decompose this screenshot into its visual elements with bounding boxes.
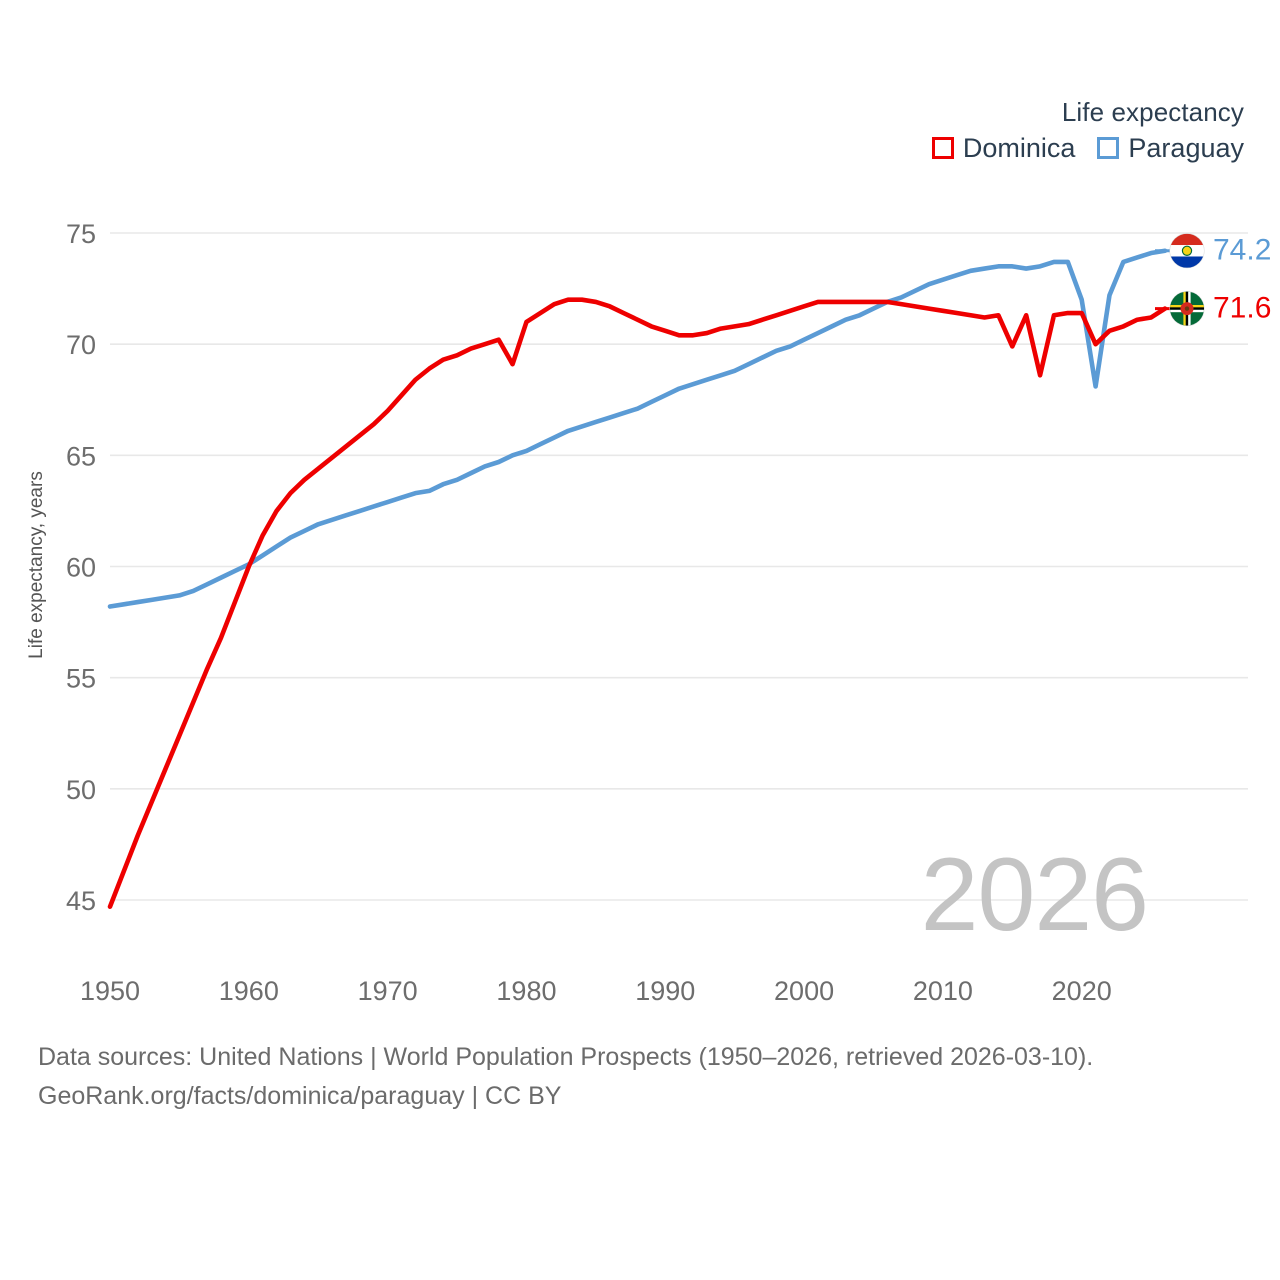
x-tick-1950: 1950 (80, 976, 140, 1006)
x-axis-tick-labels: 1950 1960 1970 1980 1990 2000 2010 2020 (80, 976, 1112, 1006)
y-tick-55: 55 (66, 664, 96, 694)
legend-swatch-dominica (931, 137, 954, 159)
x-tick-2010: 2010 (913, 976, 973, 1006)
x-tick-2020: 2020 (1052, 976, 1112, 1006)
end-value-dominica: 71.6 (1213, 292, 1271, 325)
y-tick-70: 70 (66, 330, 96, 360)
gridlines (110, 232, 1248, 901)
x-tick-1970: 1970 (358, 976, 418, 1006)
y-tick-75: 75 (66, 219, 96, 249)
footer-sources: Data sources: United Nations | World Pop… (38, 1038, 1218, 1116)
y-tick-45: 45 (66, 886, 96, 916)
chart-legend: Life expectancy Dominica Paraguay (931, 96, 1244, 163)
legend-item-paraguay[interactable]: Paraguay (1097, 132, 1244, 163)
dominica-flag-icon (1169, 291, 1205, 327)
end-label-dominica: 71.6 (1155, 291, 1271, 327)
footer-line-1: Data sources: United Nations | World Pop… (38, 1043, 1094, 1071)
paraguay-flag-icon (1169, 233, 1205, 269)
y-tick-50: 50 (66, 775, 96, 805)
y-axis-tick-labels: 45 50 55 60 65 70 75 (66, 219, 96, 916)
chart-area: 45 50 55 60 65 70 75 1950 1960 1970 1980 1990 2000 2… (26, 219, 1271, 1006)
year-watermark: 2026 (921, 837, 1148, 953)
series-line-dominica (107, 297, 1168, 909)
end-label-paraguay: 74.2 (1155, 233, 1271, 269)
x-tick-1990: 1990 (635, 976, 695, 1006)
x-tick-1980: 1980 (496, 976, 556, 1006)
legend-title: Life expectancy (1061, 97, 1244, 127)
x-tick-2000: 2000 (774, 976, 834, 1006)
footer-line-2: GeoRank.org/facts/dominica/paraguay | CC… (38, 1081, 562, 1110)
line-chart-svg: 45 50 55 60 65 70 75 1950 1960 1970 1980 1990 2000 2… (26, 219, 1271, 1006)
legend-item-dominica[interactable]: Dominica (931, 132, 1076, 163)
series-line-paraguay (107, 248, 1168, 609)
legend-label-paraguay: Paraguay (1128, 132, 1244, 163)
y-tick-65: 65 (66, 441, 96, 471)
legend-swatch-paraguay (1097, 137, 1120, 159)
legend-label-dominica: Dominica (962, 132, 1076, 163)
end-value-paraguay: 74.2 (1213, 234, 1271, 267)
y-axis-title: Life expectancy, years (26, 471, 47, 659)
x-tick-1960: 1960 (219, 976, 279, 1006)
y-tick-60: 60 (66, 553, 96, 583)
legend-items: Dominica Paraguay (931, 132, 1244, 163)
